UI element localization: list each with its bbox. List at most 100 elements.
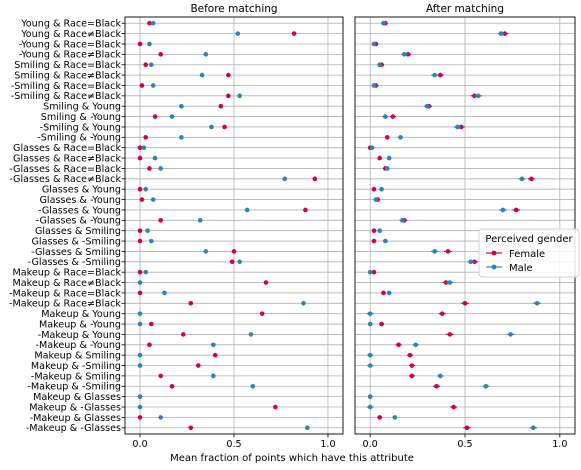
legend-box — [478, 228, 580, 278]
point-male — [162, 290, 167, 296]
point-male — [244, 207, 250, 213]
point-female — [231, 249, 237, 254]
point-male — [150, 197, 156, 202]
y-tick-label: -Smiling & -Young — [37, 133, 121, 144]
point-female — [371, 228, 377, 233]
point-male — [237, 259, 242, 265]
point-female — [263, 280, 269, 285]
point-male — [371, 83, 377, 88]
point-male — [179, 135, 184, 140]
y-tick-label: -Makeup & Smiling — [31, 371, 121, 382]
point-female — [149, 321, 154, 327]
point-male — [367, 269, 373, 275]
y-tick-label: Smiling & -Young — [41, 112, 121, 123]
y-tick-label: -Young & Race≠Black — [19, 50, 122, 61]
y-tick-label: -Makeup & -Smiling — [27, 382, 121, 393]
point-male — [413, 342, 418, 348]
point-female — [529, 176, 534, 182]
y-tick-label: Young & Race≠Black — [20, 29, 121, 40]
point-male — [367, 311, 373, 316]
point-male — [432, 72, 437, 78]
y-tick-label: Glasses & -Young — [40, 195, 122, 206]
legend: Perceived gender Female Male — [478, 228, 580, 278]
point-male — [158, 166, 164, 171]
point-male — [519, 176, 525, 182]
point-male — [534, 300, 540, 306]
point-male — [137, 394, 143, 399]
point-female — [371, 186, 377, 192]
point-male — [377, 228, 382, 233]
legend-marker-male-dot — [491, 264, 497, 270]
y-tick-label: Glasses & Race≠Black — [13, 154, 121, 165]
point-male — [432, 249, 437, 254]
y-tick-label: -Makeup & -Glasses — [26, 423, 121, 434]
point-female — [158, 373, 164, 379]
point-male — [383, 238, 388, 244]
point-female — [384, 135, 390, 140]
panel-before-matching: Before matching 0.0 0.5 1.0 — [121, 3, 344, 450]
point-female — [312, 176, 318, 182]
point-male — [367, 404, 373, 410]
point-male — [367, 321, 373, 327]
point-male — [367, 394, 373, 399]
point-male — [158, 415, 164, 420]
y-tick-label: -Glasses & Race≠Black — [9, 174, 121, 185]
point-male — [248, 332, 254, 337]
point-female — [152, 114, 158, 119]
y-tick-label: -Glasses & -Young — [36, 216, 121, 227]
point-male — [386, 290, 392, 296]
point-female — [379, 321, 384, 327]
point-female — [137, 290, 143, 296]
point-female — [137, 228, 143, 233]
point-female — [137, 415, 143, 420]
point-male — [145, 228, 150, 233]
point-male — [150, 83, 156, 88]
point-male — [369, 145, 375, 151]
y-tick-label: Makeup & Race=Black — [12, 268, 121, 279]
y-tick-label: Makeup & -Young — [39, 319, 121, 330]
y-tick-label: Smiling & Race≠Black — [14, 71, 121, 82]
point-female — [143, 135, 148, 140]
legend-label-male: Male — [509, 263, 533, 274]
point-female — [371, 238, 377, 244]
point-male — [438, 373, 443, 379]
point-female — [405, 52, 411, 57]
point-male — [371, 41, 377, 47]
point-female — [222, 124, 227, 130]
x-tick-label: 1.0 — [320, 439, 335, 450]
point-female — [169, 383, 175, 389]
point-female — [273, 404, 278, 410]
point-female — [158, 52, 164, 57]
point-female — [195, 363, 201, 368]
point-male — [209, 124, 214, 130]
point-male — [137, 321, 143, 327]
point-male — [143, 269, 148, 275]
point-male — [424, 103, 430, 109]
point-female — [396, 342, 401, 348]
y-tick-label: Makeup & Smiling — [34, 351, 121, 362]
point-female — [226, 72, 231, 78]
point-female — [502, 31, 508, 36]
point-female — [147, 166, 152, 171]
point-female — [407, 352, 413, 358]
point-male — [211, 373, 216, 379]
y-tick-label: Smiling & Race=Black — [14, 60, 121, 71]
x-tick-label: 0.5 — [226, 439, 241, 450]
point-male — [398, 135, 403, 140]
point-male — [137, 311, 143, 316]
point-female — [137, 41, 143, 47]
point-female — [377, 155, 382, 161]
point-male — [203, 249, 209, 254]
y-tick-label: -Glasses & -Smiling — [28, 257, 121, 268]
point-male — [211, 342, 216, 348]
x-axis-label: Mean fraction of points which have this … — [170, 453, 414, 464]
point-female — [439, 311, 445, 316]
point-female — [303, 207, 308, 213]
point-female — [188, 425, 194, 431]
point-male — [203, 52, 209, 57]
legend-marker-female-dot — [491, 250, 497, 256]
point-female — [147, 342, 152, 348]
point-female — [464, 425, 470, 431]
panel-title-after: After matching — [426, 3, 504, 15]
